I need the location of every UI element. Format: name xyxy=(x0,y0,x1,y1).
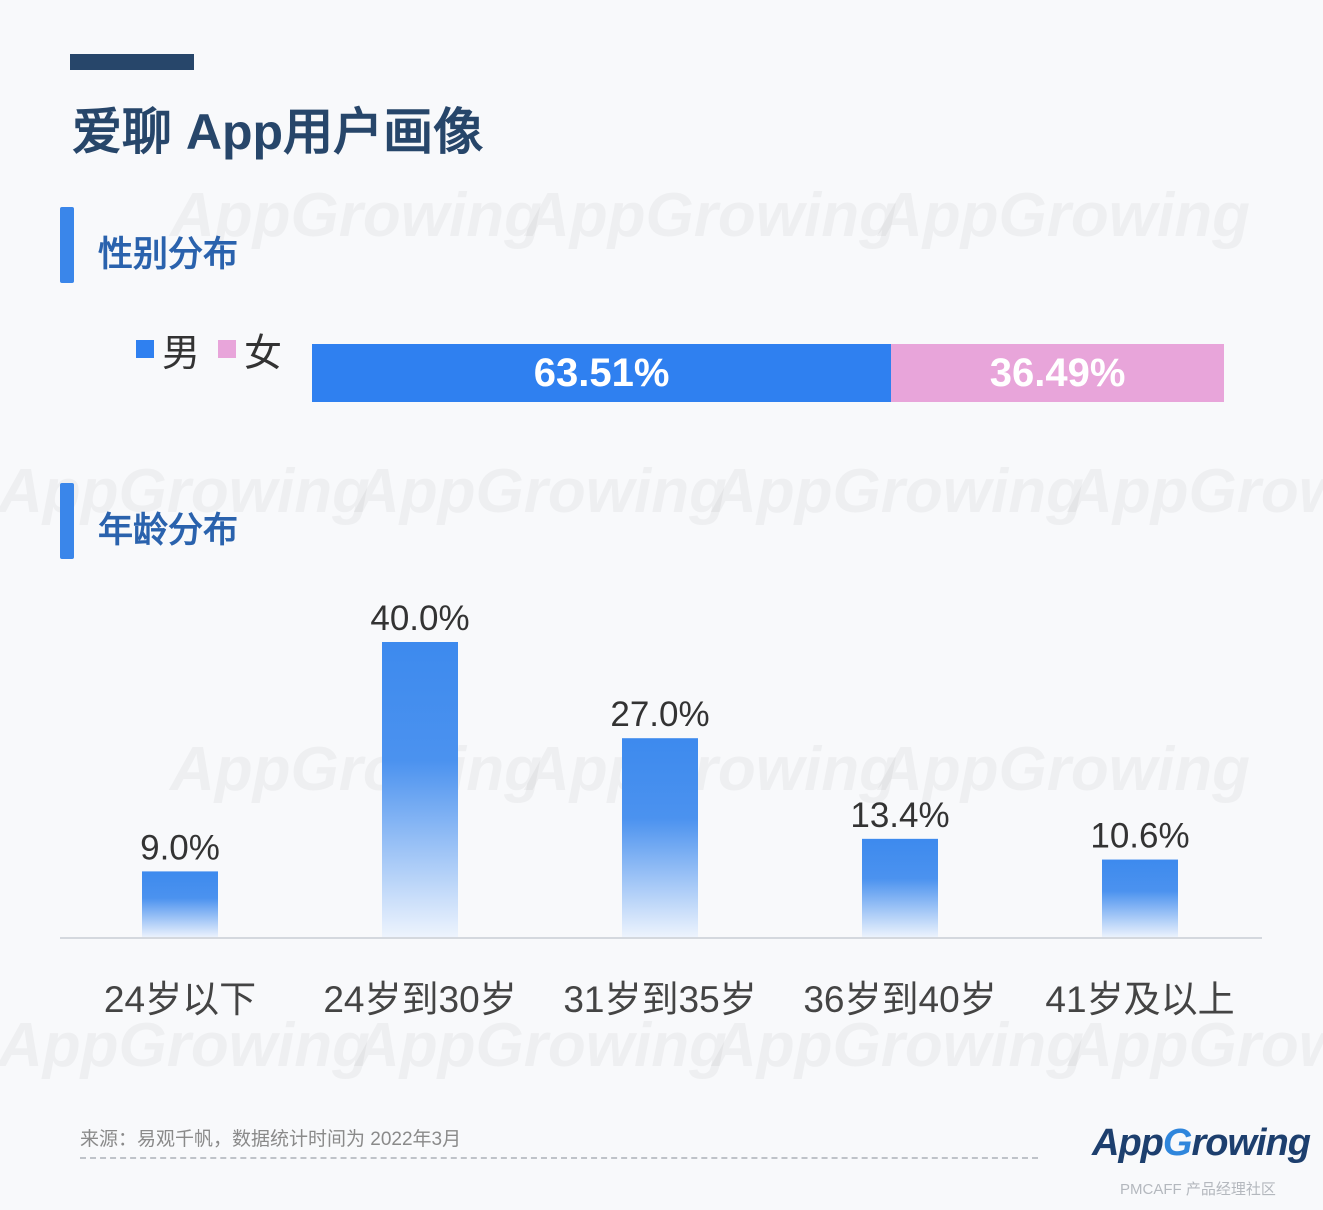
age-bar-chart: 9.0% 24岁以下 40.0% 24岁到30岁 27.0% 31岁到35岁 13.4% 36… xyxy=(60,599,1262,1020)
age-category-label: 24岁以下 xyxy=(104,979,256,1020)
age-category-label: 36岁到40岁 xyxy=(803,979,996,1020)
footer-divider xyxy=(80,1157,1038,1159)
female-legend-label: 女 xyxy=(244,332,283,375)
watermark: AppGrowing xyxy=(355,456,727,527)
source-note: 来源：易观千帆，数据统计时间为 2022年3月 xyxy=(80,1129,462,1150)
watermark: AppGrowing xyxy=(525,180,897,251)
male-legend-label: 男 xyxy=(162,332,201,375)
female-legend-swatch xyxy=(218,340,237,358)
title-accent-bar xyxy=(70,54,194,70)
age-bar xyxy=(142,871,218,938)
age-bar-value-label: 10.6% xyxy=(1090,817,1189,856)
age-bar xyxy=(382,642,458,938)
pmcaff-credit: PMCAFF 产品经理社区 xyxy=(1120,1181,1276,1198)
age-bar xyxy=(1102,859,1178,938)
age-bar-value-label: 9.0% xyxy=(140,828,220,867)
logo-app-text: App xyxy=(1092,1122,1164,1164)
page-title: 爱聊 App用户画像 xyxy=(72,104,484,160)
appgrowing-logo: AppGrowing xyxy=(1092,1122,1311,1165)
gender-stacked-bar: 63.51% 36.49% xyxy=(312,344,1224,402)
male-value-label: 63.51% xyxy=(533,350,670,395)
male-segment: 63.51% xyxy=(312,344,892,402)
age-bar-value-label: 40.0% xyxy=(370,599,469,638)
age-section-marker xyxy=(60,483,74,559)
male-legend-swatch xyxy=(136,340,154,358)
age-category-label: 41岁及以上 xyxy=(1045,979,1234,1020)
age-bar xyxy=(862,838,938,938)
age-bar-value-label: 13.4% xyxy=(850,796,949,835)
watermark: AppGrowing xyxy=(878,180,1250,251)
female-value-label: 36.49% xyxy=(989,350,1126,395)
watermark: AppGrowing xyxy=(712,456,1084,527)
gender-section-marker xyxy=(60,207,74,283)
age-category-label: 24岁到30岁 xyxy=(323,979,516,1020)
logo-g-text: G xyxy=(1162,1122,1193,1164)
age-bar-value-label: 27.0% xyxy=(610,695,709,734)
watermark: AppGrowing xyxy=(1068,456,1323,527)
age-bar xyxy=(622,738,698,938)
female-segment: 36.49% xyxy=(891,344,1224,402)
gender-section-title: 性别分布 xyxy=(98,235,239,274)
gender-legend: 男 女 xyxy=(136,326,300,375)
age-section-title: 年龄分布 xyxy=(98,511,239,550)
age-category-label: 31岁到35岁 xyxy=(563,979,756,1020)
logo-rowing-text: rowing xyxy=(1191,1122,1311,1164)
